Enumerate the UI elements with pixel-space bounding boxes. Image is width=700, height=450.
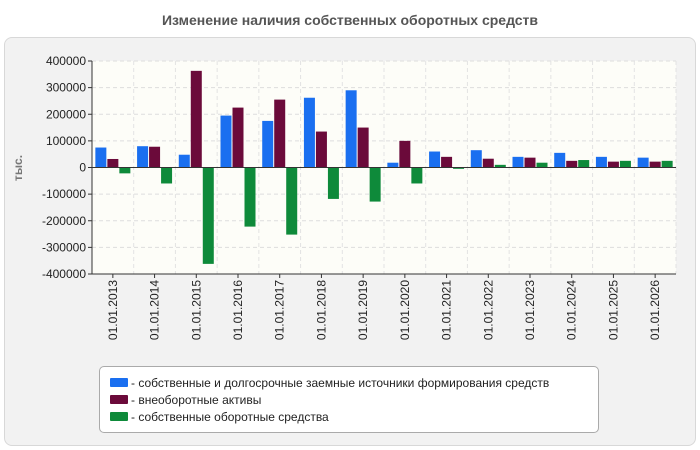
x-tick-label: 01.01.2015 <box>189 280 203 340</box>
bar-3-01.01.2024 <box>578 160 590 168</box>
x-tick-label: 01.01.2023 <box>523 280 537 340</box>
bar-3-01.01.2022 <box>494 164 506 168</box>
x-tick-label: 01.01.2024 <box>565 280 579 340</box>
bar-2-01.01.2016 <box>232 107 244 168</box>
legend-label: - собственные и долгосрочные заемные ист… <box>131 375 550 390</box>
bar-2-01.01.2017 <box>274 99 286 168</box>
bar-3-01.01.2025 <box>619 160 631 168</box>
x-tick-label: 01.01.2017 <box>273 280 287 340</box>
bar-2-01.01.2022 <box>482 158 494 168</box>
bar-3-01.01.2023 <box>536 162 548 168</box>
bar-3-01.01.2017 <box>286 167 298 235</box>
legend-item-1: - собственные и долгосрочные заемные ист… <box>110 374 598 391</box>
legend-swatch <box>110 395 128 404</box>
bar-2-01.01.2021 <box>441 156 453 168</box>
chart-title: Изменение наличия собственных оборотных … <box>161 12 539 28</box>
bar-3-01.01.2016 <box>244 167 256 227</box>
legend: - собственные и долгосрочные заемные ист… <box>99 366 599 433</box>
bar-1-01.01.2015 <box>178 154 190 168</box>
bar-3-01.01.2013 <box>119 167 131 174</box>
bar-1-01.01.2020 <box>387 162 399 168</box>
x-tick-label: 01.01.2025 <box>606 280 620 340</box>
bar-2-01.01.2025 <box>607 161 619 168</box>
y-tick-label: -200000 <box>42 214 86 228</box>
bar-1-01.01.2021 <box>429 151 441 168</box>
x-tick-label: 01.01.2014 <box>148 280 162 340</box>
bar-2-01.01.2024 <box>566 160 578 168</box>
bar-2-01.01.2019 <box>357 127 369 168</box>
legend-swatch <box>110 412 128 421</box>
bar-2-01.01.2020 <box>399 140 411 168</box>
bar-1-01.01.2018 <box>303 97 315 168</box>
bar-1-01.01.2016 <box>220 115 232 168</box>
bar-3-01.01.2014 <box>161 167 173 184</box>
bar-3-01.01.2015 <box>202 167 214 264</box>
bar-1-01.01.2022 <box>470 150 482 168</box>
bar-2-01.01.2015 <box>190 70 202 168</box>
bar-1-01.01.2026 <box>637 157 649 168</box>
bar-2-01.01.2013 <box>107 158 119 168</box>
bar-1-01.01.2024 <box>554 152 566 168</box>
x-tick-label: 01.01.2019 <box>356 280 370 340</box>
y-tick-label: 400000 <box>46 54 86 68</box>
legend-item-2: - внеоборотные активы <box>110 391 598 408</box>
y-tick-label: 0 <box>79 161 86 175</box>
y-tick-label: 300000 <box>46 81 86 95</box>
y-tick-label: -400000 <box>42 267 86 281</box>
bar-2-01.01.2014 <box>149 146 161 168</box>
bar-1-01.01.2023 <box>512 156 524 168</box>
bar-1-01.01.2017 <box>262 120 274 168</box>
bar-1-01.01.2013 <box>95 147 107 168</box>
bar-2-01.01.2023 <box>524 157 536 168</box>
x-tick-label: 01.01.2013 <box>106 280 120 340</box>
x-tick-label: 01.01.2026 <box>648 280 662 340</box>
y-tick-label: -100000 <box>42 187 86 201</box>
bar-2-01.01.2018 <box>315 131 327 168</box>
legend-swatch <box>110 378 128 387</box>
y-axis-label: тыс. <box>11 155 25 181</box>
bar-3-01.01.2026 <box>661 160 673 168</box>
x-tick-label: 01.01.2016 <box>231 280 245 340</box>
bar-1-01.01.2014 <box>137 146 149 168</box>
y-tick-label: -300000 <box>42 240 86 254</box>
bar-1-01.01.2019 <box>345 90 357 168</box>
x-tick-label: 01.01.2021 <box>440 280 454 340</box>
x-tick-label: 01.01.2020 <box>398 280 412 340</box>
y-tick-label: 100000 <box>46 134 86 148</box>
legend-label: - внеоборотные активы <box>131 392 262 407</box>
x-tick-label: 01.01.2018 <box>314 280 328 340</box>
x-tick-label: 01.01.2022 <box>481 280 495 340</box>
legend-label: - собственные оборотные средства <box>131 409 329 424</box>
bar-3-01.01.2020 <box>411 167 423 184</box>
legend-item-3: - собственные оборотные средства <box>110 408 598 425</box>
bar-3-01.01.2018 <box>327 167 339 199</box>
y-tick-label: 200000 <box>46 107 86 121</box>
bar-2-01.01.2026 <box>649 161 661 168</box>
bar-3-01.01.2021 <box>453 167 465 169</box>
bar-3-01.01.2019 <box>369 167 381 202</box>
bar-1-01.01.2025 <box>595 156 607 168</box>
